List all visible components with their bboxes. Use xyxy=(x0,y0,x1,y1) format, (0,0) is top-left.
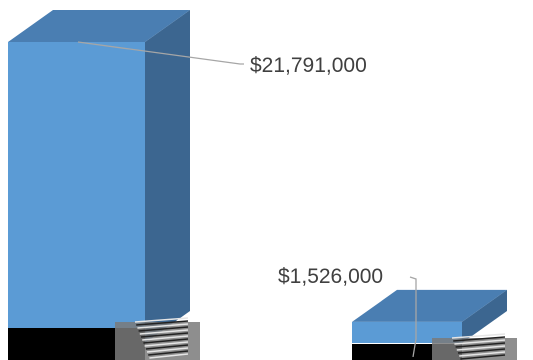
bar-1-front xyxy=(8,42,145,343)
bar-1-base-artifact xyxy=(8,317,200,360)
leader-line-1 xyxy=(77,41,244,65)
data-label-2: $1,526,000 xyxy=(278,265,383,288)
bar-1 xyxy=(8,10,200,360)
bar-2 xyxy=(352,289,517,360)
bar-2-top xyxy=(352,289,507,322)
data-labels-layer: $21,791,000 $1,526,000 xyxy=(77,41,417,358)
bar-2-front xyxy=(352,321,462,343)
bar-1-side xyxy=(145,10,190,343)
bar-2-side xyxy=(462,289,507,343)
leader-line-2 xyxy=(409,276,417,358)
bar-1-top xyxy=(8,10,190,42)
bar-2-base-artifact xyxy=(352,333,517,360)
bars-layer xyxy=(8,10,517,360)
data-label-1: $21,791,000 xyxy=(250,54,367,77)
